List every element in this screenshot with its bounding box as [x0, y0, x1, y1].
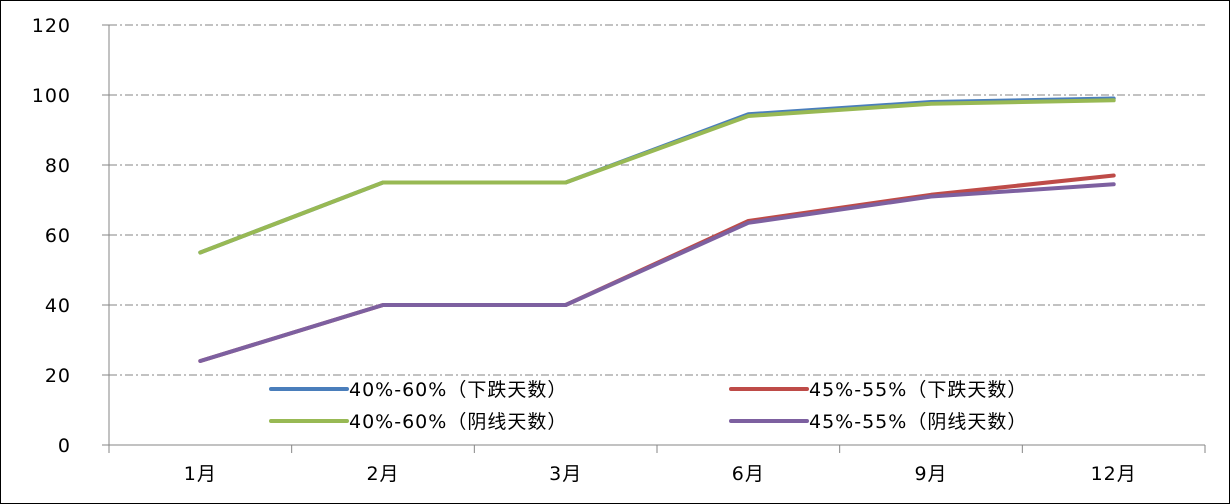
y-tick-label: 100 [32, 85, 71, 107]
x-tick-label: 9月 [914, 463, 947, 485]
legend-label: 40%-60%（阴线天数） [349, 411, 567, 433]
series-line-4 [198, 182, 1116, 363]
series-lines [198, 96, 1116, 363]
legend-label: 40%-60%（下跌天数） [349, 379, 567, 401]
y-tick-label: 40 [45, 295, 71, 317]
series-line-2 [198, 173, 1116, 363]
x-tick-label: 12月 [1091, 463, 1137, 485]
x-tick-label: 2月 [366, 463, 399, 485]
series-line-3 [198, 98, 1116, 255]
y-tick-label: 20 [45, 365, 71, 387]
series-line-1 [198, 96, 1116, 255]
x-tick-label: 1月 [184, 463, 217, 485]
gridlines [109, 24, 1205, 376]
legend-label: 45%-55%（阴线天数） [809, 411, 1027, 433]
axes: 0 20 40 60 80 100 120 1月 2月 3月 6月 9月 12月 [32, 15, 1206, 485]
y-tick-label: 80 [45, 155, 71, 177]
legend-label: 45%-55%（下跌天数） [809, 379, 1027, 401]
y-tick-label: 120 [32, 15, 71, 37]
x-tick-label: 6月 [732, 463, 765, 485]
y-tick-label: 60 [45, 225, 71, 247]
legend: 40%-60%（下跌天数） 45%-55%（下跌天数） 40%-60%（阴线天数） 4… [269, 379, 1027, 433]
x-tick-label: 3月 [549, 463, 582, 485]
y-tick-label: 0 [58, 435, 71, 457]
